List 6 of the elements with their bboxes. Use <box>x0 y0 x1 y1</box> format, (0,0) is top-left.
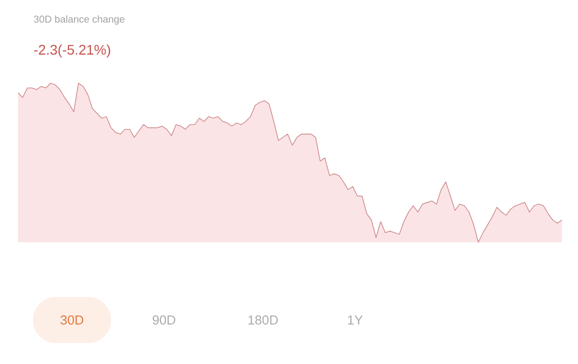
chart-subtitle: -2.3(-5.21%) <box>34 44 110 58</box>
text: 180D <box>248 315 278 325</box>
text: 30D <box>60 315 84 325</box>
text: 90D <box>152 315 176 325</box>
text: 1Y <box>348 316 363 324</box>
chart-title: 30D balance change <box>34 15 124 25</box>
